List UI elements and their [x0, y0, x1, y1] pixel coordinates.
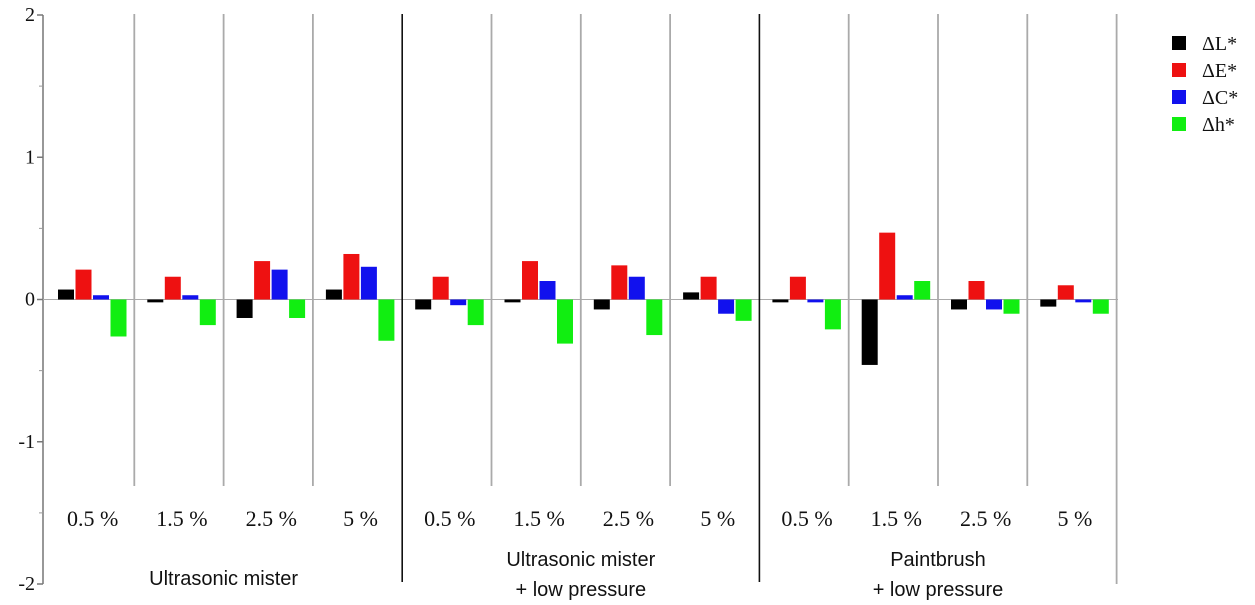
- bar-de: [522, 261, 538, 300]
- concentration-label: 2.5 %: [246, 506, 297, 531]
- concentration-label: 0.5 %: [424, 506, 475, 531]
- concentration-label: 5 %: [700, 506, 735, 531]
- y-tick-label: 0: [25, 289, 35, 311]
- concentration-label: 1.5 %: [871, 506, 922, 531]
- bar-dc: [182, 295, 199, 300]
- bar-de: [75, 269, 92, 300]
- bar-de: [432, 276, 449, 300]
- bar-dc: [93, 295, 109, 300]
- bar-de: [343, 253, 360, 300]
- bar-de: [611, 265, 628, 300]
- bar-dh: [557, 299, 573, 344]
- legend-swatch: [1172, 90, 1186, 104]
- legend-label: ΔL*: [1202, 33, 1237, 55]
- bar-dh: [289, 299, 306, 318]
- bar-dl: [951, 299, 967, 310]
- bar-dh: [824, 299, 841, 330]
- bar-dc: [986, 299, 1002, 310]
- group-label: + low pressure: [515, 579, 646, 601]
- bar-dh: [110, 299, 127, 337]
- concentration-label: 1.5 %: [156, 506, 207, 531]
- legend-swatch: [1172, 63, 1186, 77]
- group-label: Ultrasonic mister: [149, 568, 298, 590]
- y-tick-label: 2: [25, 4, 35, 26]
- bar-de: [700, 276, 717, 300]
- bar-dh: [646, 299, 663, 336]
- bar-dl: [593, 299, 610, 310]
- bar-dc: [271, 269, 288, 300]
- concentration-label: 2.5 %: [960, 506, 1011, 531]
- bar-dh: [914, 281, 931, 300]
- bar-dh: [199, 299, 216, 326]
- bar-dc: [628, 276, 645, 300]
- concentration-label: 2.5 %: [603, 506, 654, 531]
- concentration-label: 5 %: [1058, 506, 1093, 531]
- bar-dl: [504, 299, 521, 303]
- bar-de: [789, 276, 806, 300]
- bar-dh: [735, 299, 752, 321]
- bar-dc: [360, 266, 377, 300]
- bar-dl: [236, 299, 253, 318]
- bar-dc: [718, 299, 735, 314]
- bar-dl: [861, 299, 878, 365]
- bar-de: [164, 276, 181, 300]
- group-label: Ultrasonic mister: [506, 549, 655, 571]
- bar-dl: [772, 299, 789, 303]
- bar-dh: [1092, 299, 1109, 314]
- bar-dh: [467, 299, 484, 326]
- bar-dc: [539, 281, 556, 300]
- concentration-label: 1.5 %: [513, 506, 564, 531]
- bar-de: [879, 232, 896, 300]
- bar-dh: [1003, 299, 1020, 314]
- bar-dl: [147, 299, 164, 303]
- bar-dh: [378, 299, 395, 341]
- bar-dc: [807, 299, 824, 303]
- bar-dl: [415, 299, 432, 310]
- legend-label: ΔE*: [1202, 60, 1237, 82]
- concentration-label: 0.5 %: [67, 506, 118, 531]
- bar-dc: [450, 299, 467, 306]
- group-label: Paintbrush: [890, 549, 986, 571]
- bar-dl: [58, 289, 74, 300]
- concentration-label: 5 %: [343, 506, 378, 531]
- bar-de: [968, 281, 985, 300]
- group-label: + low pressure: [873, 579, 1004, 601]
- legend-swatch: [1172, 117, 1186, 131]
- y-tick-label: 1: [25, 146, 35, 168]
- legend-label: ΔC*: [1202, 87, 1238, 109]
- bar-de: [254, 261, 271, 300]
- legend-swatch: [1172, 36, 1186, 50]
- y-tick-label: -2: [18, 573, 35, 595]
- legend-label: Δh*: [1202, 114, 1235, 136]
- bar-dc: [1075, 299, 1092, 303]
- bar-dl: [325, 289, 342, 300]
- bar-dl: [1040, 299, 1057, 307]
- concentration-label: 0.5 %: [781, 506, 832, 531]
- bar-dc: [896, 295, 913, 300]
- bar-de: [1057, 285, 1074, 300]
- bar-dl: [683, 292, 700, 300]
- y-tick-label: -1: [18, 431, 35, 453]
